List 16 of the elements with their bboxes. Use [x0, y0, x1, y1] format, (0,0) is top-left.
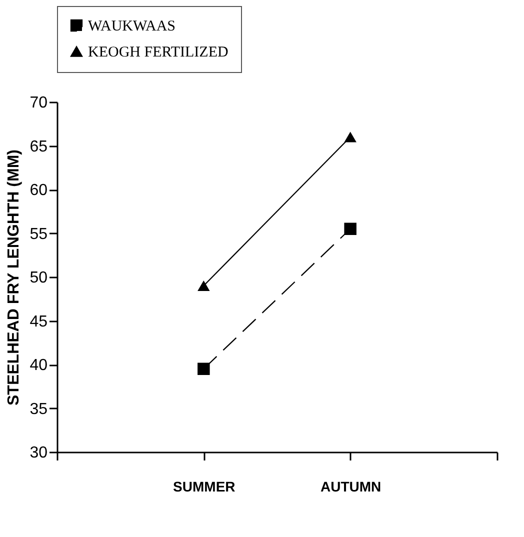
y-tick-label: 65	[30, 138, 48, 156]
legend-label: WAUKWAAS	[88, 18, 176, 34]
x-tick-label: SUMMER	[173, 478, 236, 494]
point	[198, 362, 210, 375]
y-tick-label: 55	[30, 226, 48, 243]
point	[344, 222, 356, 235]
y-tick-label: 50	[30, 270, 48, 286]
y-axis-title: STEELHEAD FRY LENGHTH (MM)	[6, 150, 23, 406]
y-tick-label: 30	[30, 444, 48, 462]
y-tick-label: 45	[30, 313, 48, 330]
y-tick-label: 70	[30, 94, 48, 112]
y-tick-label: 40	[30, 357, 48, 374]
y-tick-label: 35	[30, 400, 48, 418]
x-tick-label: AUTUMN	[320, 478, 382, 494]
legend-label: KEOGH FERTILIZED	[88, 44, 228, 60]
y-tick-label: 60	[30, 182, 48, 199]
